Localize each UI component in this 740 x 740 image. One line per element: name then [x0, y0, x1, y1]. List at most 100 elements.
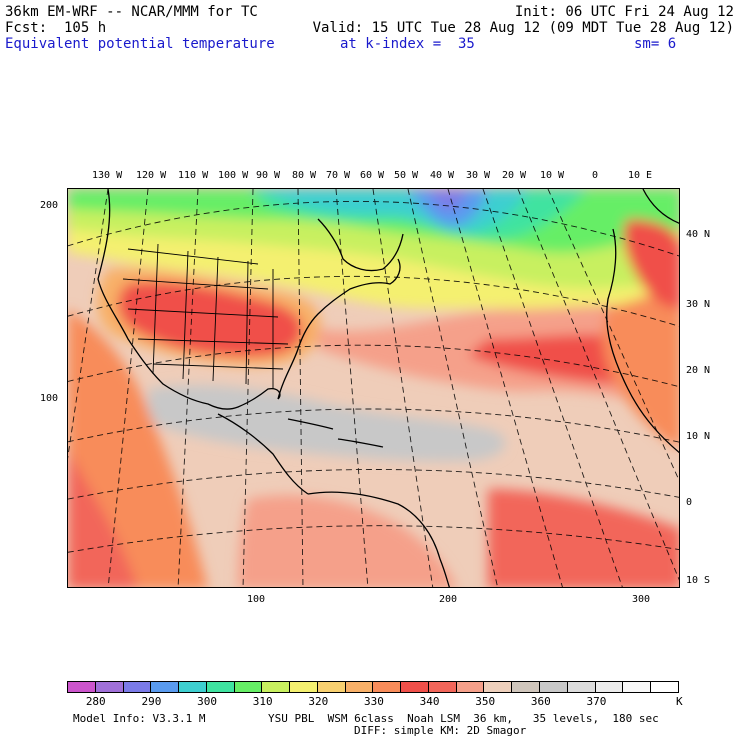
colorbar-swatch — [595, 682, 624, 692]
parallel-40n — [68, 200, 679, 257]
meridian-100w — [177, 189, 199, 587]
colorbar-swatch — [317, 682, 346, 692]
meridian-110w — [107, 189, 149, 587]
colorbar-swatch — [68, 682, 96, 692]
colorbar-label: 370 — [586, 695, 607, 708]
meridian-90w — [242, 189, 254, 587]
colorbar-label: 280 — [85, 695, 106, 708]
model-info: Model Info: V3.3.1 M — [73, 712, 206, 725]
colorbar-swatch — [623, 682, 652, 692]
coastlines — [97, 189, 679, 587]
grid-y-label: 100 — [40, 393, 59, 404]
colorbar-swatch — [456, 682, 485, 692]
field-samerica-warm — [238, 495, 457, 587]
colorbar-label: 330 — [364, 695, 384, 708]
colorbar — [67, 681, 679, 693]
field-pacific-hot — [68, 449, 138, 587]
colorbar-swatch — [512, 682, 541, 692]
smoothing: sm= 6 — [634, 36, 677, 52]
coast-caribbean-islands — [287, 418, 384, 448]
colorbar-label: 340 — [419, 695, 440, 708]
forecast-hour: Fcst: 105 h — [5, 20, 107, 36]
colorbar-swatch — [151, 682, 180, 692]
grid-y-label: 200 — [40, 200, 59, 211]
meridian-30w — [482, 189, 623, 587]
coast-central-america — [217, 413, 309, 495]
latitude-label: 10 N — [686, 431, 711, 442]
grid-x-label: 300 — [632, 594, 651, 605]
latitude-label: 0 — [686, 497, 693, 508]
longitude-label: 100 W — [218, 170, 249, 181]
colorbar-swatch — [345, 682, 374, 692]
colorbar-swatch — [95, 682, 124, 692]
longitude-label: 120 W — [136, 170, 167, 181]
colorbar-swatch — [484, 682, 513, 692]
latitude-label: 20 N — [686, 365, 711, 376]
colorbar-label: 360 — [530, 695, 551, 708]
level-index: at k-index = 35 — [340, 36, 475, 52]
meridian-60w — [372, 189, 434, 587]
field-band-290 — [428, 189, 468, 211]
longitude-label: 10 W — [540, 170, 565, 181]
colorbar-swatch — [373, 682, 402, 692]
coast-africa-europe — [606, 228, 679, 454]
colorbar-label: 350 — [475, 695, 496, 708]
colorbar-swatch — [290, 682, 318, 692]
state-border-vertical — [152, 243, 274, 389]
colorbar-swatch — [206, 682, 235, 692]
colorbar-label: 320 — [308, 695, 329, 708]
grid-x-label: 100 — [247, 594, 266, 605]
meridian-70w — [335, 189, 369, 587]
equivalent-potential-temperature-map — [68, 189, 679, 587]
parallel-10n — [68, 408, 679, 443]
colorbar-swatch — [123, 682, 152, 692]
colorbar-swatch — [401, 682, 429, 692]
physics-info: YSU PBL WSM 6class Noah LSM 36 km, 35 le… — [268, 712, 659, 725]
meridian-10w — [547, 189, 679, 482]
parallel-30n — [68, 275, 679, 327]
longitude-label: 10 E — [628, 170, 653, 181]
graticule — [68, 189, 679, 587]
longitude-label: 70 W — [326, 170, 351, 181]
coast-east-na — [277, 258, 401, 400]
coast-south-america — [307, 491, 450, 587]
diffusion-info: DIFF: simple KM: 2D Smagor — [354, 724, 527, 737]
colorbar-swatch — [651, 682, 678, 692]
state-borders — [122, 243, 289, 389]
colorbar-swatch — [234, 682, 263, 692]
field-caribbean-cool — [148, 384, 506, 462]
map-panel — [67, 188, 680, 588]
latitude-label: 40 N — [686, 229, 711, 240]
meridian-80w — [297, 189, 304, 587]
field-satlantic-hot — [488, 489, 679, 587]
colorbar-label: 290 — [141, 695, 162, 708]
colorbar-swatch — [179, 682, 207, 692]
field-name: Equivalent potential temperature — [5, 36, 275, 52]
longitude-label: 20 W — [502, 170, 527, 181]
meridian-120w — [68, 189, 109, 459]
latitude-label: 30 N — [686, 299, 711, 310]
coast-hudson — [317, 218, 404, 272]
state-border-horizontal — [122, 248, 289, 370]
colorbar-swatch — [540, 682, 568, 692]
colorbar-swatch — [428, 682, 457, 692]
parallel-0 — [68, 469, 679, 500]
field-europe-hot — [623, 219, 679, 309]
latitude-label: 10 S — [686, 575, 711, 586]
valid-time: Valid: 15 UTC Tue 28 Aug 12 (09 MDT Tue … — [312, 20, 734, 36]
longitude-label: 40 W — [430, 170, 455, 181]
longitude-label: 30 W — [466, 170, 491, 181]
longitude-label: 80 W — [292, 170, 317, 181]
longitude-label: 90 W — [256, 170, 281, 181]
model-title: 36km EM-WRF -- NCAR/MMM for TC — [5, 4, 258, 20]
longitude-label: 110 W — [178, 170, 209, 181]
meridian-50w — [407, 189, 499, 587]
parallel-20n — [68, 344, 679, 388]
coast-west-na — [97, 189, 281, 410]
colorbar-label: 310 — [252, 695, 273, 708]
colorbar-swatch — [262, 682, 291, 692]
init-time: Init: 06 UTC Fri 24 Aug 12 — [514, 4, 734, 20]
meridian-20w — [517, 189, 679, 581]
parallel-10s — [68, 525, 679, 553]
field-us-hot — [118, 281, 303, 357]
